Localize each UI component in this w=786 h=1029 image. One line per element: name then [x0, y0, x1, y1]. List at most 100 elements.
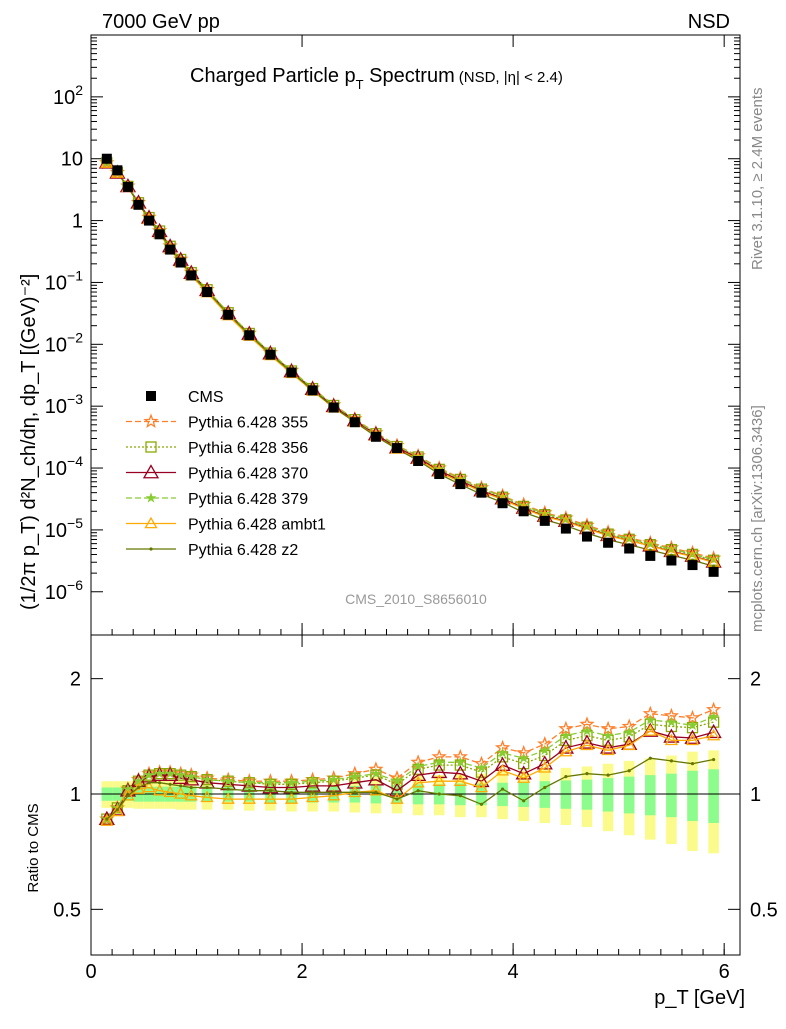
upper-ytick-label: 10−6	[45, 577, 83, 604]
upper-point-cms	[392, 443, 403, 454]
lower-point-p370	[172, 769, 189, 785]
lower-point-ambt1	[131, 782, 146, 794]
ytick-exponent: −2	[67, 329, 83, 345]
lower-point-p379	[370, 767, 382, 779]
rivet-label: Rivet 3.1.10, ≥ 2.4M events	[749, 88, 766, 271]
lower-point-z2	[289, 790, 294, 794]
band-inner	[666, 773, 677, 818]
lower-point-p379	[581, 725, 593, 736]
lower-point-p370	[388, 782, 406, 797]
lower-point-ambt1	[517, 771, 531, 783]
lower-point-ambt1	[411, 775, 425, 788]
lower-point-z2	[189, 785, 193, 790]
band-inner	[623, 776, 635, 814]
lower-point-p370	[431, 763, 448, 779]
upper-point-cms	[286, 367, 297, 378]
upper-point-cms	[413, 455, 424, 466]
lower-point-z2	[147, 781, 151, 785]
ytick-exponent: −5	[67, 515, 83, 531]
lower-point-z2	[437, 792, 441, 796]
band-inner	[581, 779, 593, 810]
lower-line-p356	[106, 721, 714, 820]
upper-point-cms	[133, 199, 144, 210]
upper-point-cms	[518, 506, 529, 517]
lower-line-p355	[106, 709, 714, 820]
upper-point-p379	[644, 538, 656, 549]
lower-point-p379	[154, 768, 166, 779]
lower-point-ambt1	[622, 738, 636, 751]
upper-point-p379	[687, 548, 698, 559]
ytick-mantissa: 10	[45, 582, 67, 604]
lower-point-ambt1	[580, 738, 594, 751]
upper-point-cms	[175, 257, 186, 268]
lower-point-p379	[391, 775, 403, 786]
ytick-mantissa: 10	[45, 520, 67, 542]
upper-point-cms	[154, 229, 165, 240]
upper-point-cms	[265, 349, 276, 360]
lower-point-p370	[162, 766, 179, 782]
lower-point-z2	[522, 799, 526, 803]
upper-point-cms	[101, 153, 112, 164]
lower-point-p379	[143, 769, 155, 780]
lower-ytick-label-right: 2	[750, 669, 761, 691]
lower-point-z2	[268, 789, 272, 793]
lower-point-p379	[454, 756, 466, 767]
lower-point-p370	[642, 722, 659, 737]
lower-point-ambt1	[474, 780, 489, 793]
lower-point-ambt1	[142, 780, 156, 793]
lower-point-p379	[665, 716, 677, 727]
upper-point-cms	[307, 385, 318, 396]
legend-marker-ambt1	[144, 516, 158, 529]
lower-point-p370	[557, 739, 574, 754]
legend-marker-p355	[143, 413, 159, 428]
lower-point-ambt1	[706, 728, 721, 741]
lower-point-z2	[648, 756, 652, 760]
lower-point-p379	[349, 770, 361, 782]
lower-series	[98, 701, 722, 826]
lower-point-p379	[307, 775, 319, 786]
upper-point-p379	[581, 520, 593, 531]
upper-ytick-label: 10−3	[45, 391, 83, 418]
band-inner	[539, 781, 551, 808]
lower-point-ambt1	[152, 783, 167, 796]
lower-line-z2	[106, 757, 714, 820]
ytick-mantissa: 10	[45, 334, 67, 356]
lower-point-p379	[708, 711, 720, 722]
lower-point-ambt1	[643, 724, 657, 736]
upper-point-cms	[708, 566, 719, 577]
lower-ylabel: Ratio to CMS	[25, 803, 42, 892]
lower-point-z2	[458, 794, 462, 798]
lower-point-p379	[175, 769, 187, 780]
analysis-id: CMS_2010_S8656010	[345, 591, 487, 607]
legend-marker-z2	[149, 547, 153, 551]
upper-point-cms	[244, 330, 255, 341]
lower-point-ambt1	[100, 814, 114, 826]
legend-marker-p356	[145, 441, 157, 453]
lower-point-z2	[690, 762, 695, 766]
lower-point-p379	[243, 777, 255, 788]
lower-point-ambt1	[184, 788, 198, 801]
upper-point-p379	[708, 553, 720, 564]
lower-point-ambt1	[110, 804, 125, 817]
main-title: Charged Particle pT Spectrum (NSD, |η| < …	[190, 65, 563, 92]
lower-ytick-label-right: 0.5	[750, 899, 778, 921]
title-main2: Spectrum	[364, 65, 455, 87]
upper-point-cms	[112, 165, 123, 176]
lower-point-p370	[705, 723, 722, 739]
lower-point-p379	[185, 770, 197, 782]
ytick-mantissa: 1	[72, 211, 83, 233]
legend-label-p355: Pythia 6.428 355	[188, 415, 308, 432]
upper-point-cms	[144, 215, 155, 226]
lower-point-z2	[500, 787, 505, 791]
legend-label-z2: Pythia 6.428 z2	[188, 542, 298, 559]
upper-point-cms	[202, 287, 213, 298]
upper-point-p379	[602, 527, 614, 539]
lower-point-ambt1	[263, 792, 278, 804]
lower-point-ambt1	[664, 733, 679, 746]
lower-point-z2	[564, 775, 568, 779]
upper-point-p379	[560, 513, 572, 524]
lower-line-p370	[106, 730, 714, 820]
lower-point-z2	[416, 789, 420, 793]
